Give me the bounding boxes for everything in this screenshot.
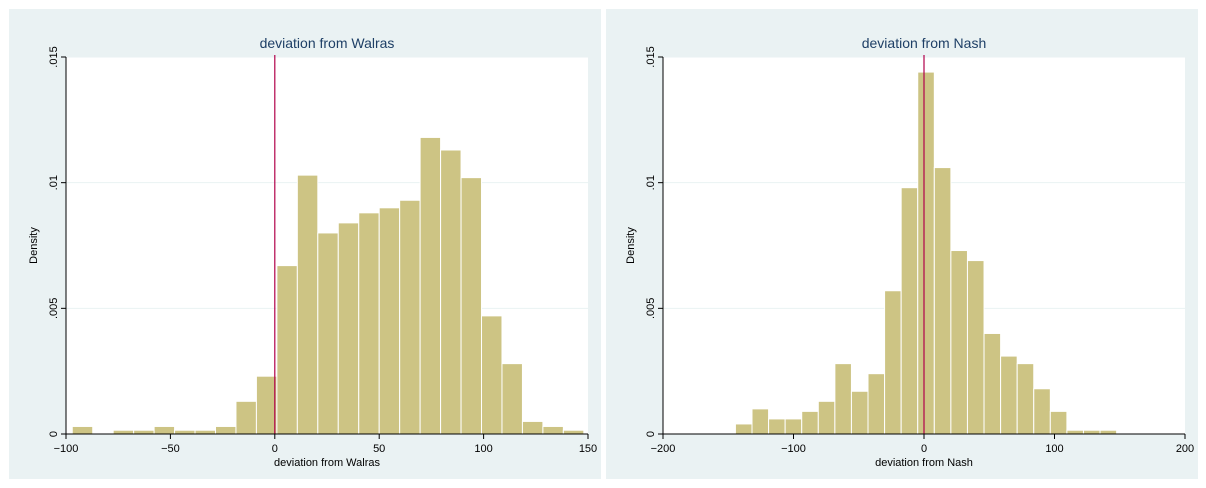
walras-histogram-bar xyxy=(133,429,155,435)
nash-histogram-bar xyxy=(867,373,886,435)
nash-histogram-bar xyxy=(834,363,852,435)
nash-y-tick-label: .015 xyxy=(645,46,657,67)
walras-histogram-bar xyxy=(255,375,278,435)
nash-histogram-bar xyxy=(1066,429,1084,435)
nash-histogram-bar xyxy=(950,250,968,435)
nash-x-tick-label: 0 xyxy=(921,443,927,455)
left-chart-panel: −100 −50 0 50 100 150 0 .005 .01 .015 deviation fr… xyxy=(9,9,601,479)
walras-x-tick-label: 50 xyxy=(373,443,385,455)
nash-histogram-bar xyxy=(751,408,770,435)
walras-histogram-bar xyxy=(501,363,523,435)
nash-y-tick-label: .005 xyxy=(645,298,657,319)
walras-histogram-bar xyxy=(276,265,298,435)
nash-histogram-bar xyxy=(900,187,919,435)
nash-histogram-bar xyxy=(1016,363,1035,435)
nash-y-tick-label: .01 xyxy=(645,175,657,190)
walras-histogram-bar xyxy=(153,425,176,435)
nash-x-tick-label: 200 xyxy=(1176,443,1194,455)
walras-y-tick-label: .005 xyxy=(48,298,60,319)
nash-histogram-bar xyxy=(784,418,803,435)
walras-histogram-bar xyxy=(215,425,237,435)
nash-histogram-bar xyxy=(817,400,836,435)
walras-chart-title: deviation from Walras xyxy=(260,35,395,51)
nash-histogram-bar xyxy=(1099,429,1118,435)
nash-histogram-bar xyxy=(1000,355,1018,435)
nash-histogram-bar xyxy=(850,390,869,435)
nash-x-axis-title: deviation from Nash xyxy=(875,457,973,469)
walras-x-tick-label: 0 xyxy=(272,443,278,455)
walras-histogram-bar xyxy=(174,429,196,435)
nash-histogram-bar xyxy=(734,423,753,435)
walras-x-tick-label: −100 xyxy=(54,443,79,455)
walras-histogram-bar xyxy=(542,425,564,435)
nash-histogram-bar xyxy=(768,418,786,435)
walras-histogram-bar xyxy=(562,429,585,435)
walras-histogram-bar xyxy=(399,199,421,435)
nash-histogram-bar xyxy=(884,290,902,435)
walras-histogram-bar xyxy=(419,136,442,435)
walras-histogram-bar xyxy=(194,429,217,435)
walras-y-axis-title: Density xyxy=(28,227,40,264)
walras-histogram-bar xyxy=(378,207,401,435)
nash-histogram-bar xyxy=(966,260,985,435)
walras-histogram-bar xyxy=(481,315,503,435)
walras-histogram-bar xyxy=(235,400,257,435)
walras-histogram-bar xyxy=(112,429,135,435)
walras-histogram-bar xyxy=(460,177,483,435)
nash-histogram-bar xyxy=(1082,429,1101,435)
walras-y-tick-label: .01 xyxy=(48,175,60,190)
walras-histogram-bar xyxy=(317,232,339,435)
walras-x-tick-label: 150 xyxy=(579,443,597,455)
nash-x-tick-label: 100 xyxy=(1045,443,1063,455)
walras-histogram-bar xyxy=(71,425,94,435)
walras-histogram-chart: −100 −50 0 50 100 150 0 .005 .01 .015 deviation fr… xyxy=(9,9,601,479)
nash-y-axis-title: Density xyxy=(625,227,637,264)
nash-histogram-bar xyxy=(983,332,1002,435)
walras-x-tick-label: 100 xyxy=(474,443,492,455)
walras-x-tick-label: −50 xyxy=(161,443,180,455)
nash-histogram-bar xyxy=(1033,388,1051,435)
walras-histogram-bar xyxy=(358,212,380,435)
nash-histogram-bar xyxy=(933,167,952,435)
nash-histogram-chart: −200 −100 0 100 200 0 .005 .01 .015 deviation fro… xyxy=(606,9,1198,479)
nash-x-tick-label: −100 xyxy=(781,443,806,455)
walras-x-axis-title: deviation from Walras xyxy=(274,457,380,469)
nash-chart-title: deviation from Nash xyxy=(862,35,987,51)
walras-histogram-bar xyxy=(296,174,319,435)
walras-y-tick-label: .015 xyxy=(48,46,60,67)
walras-histogram-bar xyxy=(337,222,360,435)
walras-y-tick-label: 0 xyxy=(48,431,60,437)
nash-histogram-bar xyxy=(801,410,819,435)
right-chart-panel: −200 −100 0 100 200 0 .005 .01 .015 deviation fro… xyxy=(606,9,1198,479)
nash-histogram-bar xyxy=(917,71,935,435)
nash-x-tick-label: −200 xyxy=(651,443,676,455)
nash-histogram-bar xyxy=(1049,410,1068,435)
walras-histogram-bar xyxy=(521,420,544,435)
nash-y-tick-label: 0 xyxy=(645,431,657,437)
walras-histogram-bar xyxy=(440,149,462,435)
